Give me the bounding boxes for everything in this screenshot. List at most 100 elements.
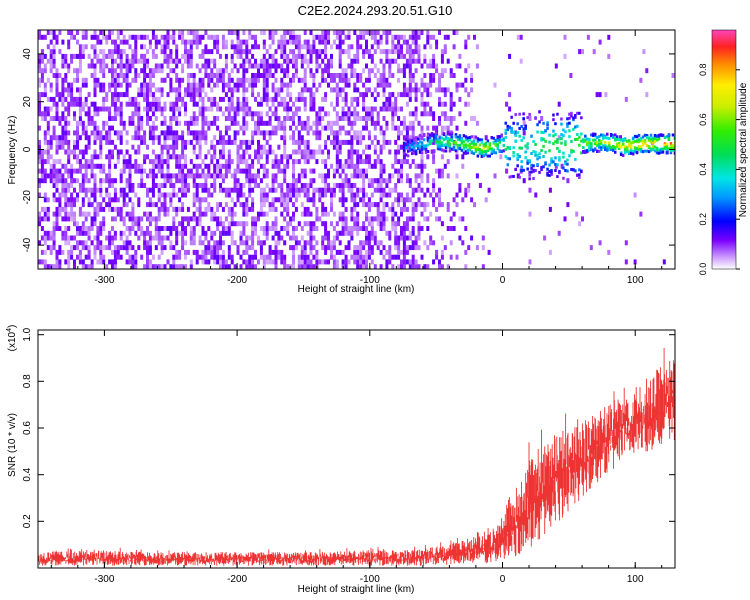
heatmap-cell (236, 149, 240, 155)
heatmap-cell (397, 77, 401, 83)
heatmap-cell (356, 159, 360, 165)
heatmap-cell (309, 53, 313, 59)
heatmap-cell (81, 106, 85, 112)
heatmap-cell (359, 245, 363, 251)
heatmap-cell (362, 259, 366, 265)
heatmap-cell (163, 235, 167, 241)
heatmap-cell (262, 73, 266, 78)
signal-cell (440, 136, 444, 140)
heatmap-cell (297, 49, 301, 55)
heatmap-cell (283, 173, 287, 179)
heatmap-cell (219, 68, 222, 74)
heatmap-cell (370, 178, 374, 184)
heatmap-cell (73, 111, 76, 117)
heatmap-cell (58, 245, 62, 251)
signal-cell (526, 146, 529, 150)
heatmap-cell (306, 120, 310, 126)
heatmap-cell (324, 245, 328, 251)
heatmap-cell (219, 221, 222, 227)
heatmap-cell (321, 173, 325, 179)
heatmap-cell (411, 159, 415, 165)
heatmap-cell (99, 245, 103, 251)
heatmap-cell (388, 149, 392, 155)
signal-cell (554, 156, 557, 160)
heatmap-cell (239, 159, 243, 165)
heatmap-cell (113, 58, 117, 64)
heatmap-cell (595, 92, 599, 98)
heatmap-cell (172, 87, 176, 93)
heatmap-cell (131, 144, 135, 150)
heatmap-cell (134, 73, 138, 78)
heatmap-cell (362, 221, 366, 227)
heatmap-cell (350, 135, 354, 141)
heatmap-cell (350, 44, 354, 50)
heatmap-cell (148, 202, 152, 208)
heatmap-cell (297, 259, 301, 265)
heatmap-cell (353, 254, 357, 260)
heatmap-cell (350, 101, 354, 107)
heatmap-cell (598, 240, 602, 246)
heatmap-cell (221, 230, 225, 236)
heatmap-cell (429, 63, 433, 69)
heatmap-cell (40, 259, 44, 265)
heatmap-cell (405, 135, 409, 141)
heatmap-cell (146, 254, 149, 260)
heatmap-cell (128, 154, 132, 160)
colorbar: 0.00.20.40.60.8 Normalized spectral ampl… (698, 29, 749, 275)
signal-cell (438, 147, 442, 151)
heatmap-cell (119, 120, 123, 126)
heatmap-cell (46, 111, 50, 117)
heatmap-cell (93, 245, 97, 251)
heatmap-cell (111, 149, 114, 155)
heatmap-cell (338, 144, 342, 150)
heatmap-cell (257, 154, 260, 160)
heatmap-cell (408, 120, 412, 126)
heatmap-cell (312, 197, 316, 203)
heatmap-cell (251, 221, 255, 227)
heatmap-cell (219, 163, 222, 169)
heatmap-cell (169, 116, 173, 121)
heatmap-cell (108, 173, 112, 179)
heatmap-cell (312, 168, 316, 174)
heatmap-cell (473, 34, 476, 40)
heatmap-cell (341, 163, 345, 169)
heatmap-cell (216, 159, 220, 165)
heatmap-cell (394, 183, 398, 188)
heatmap-cell (394, 254, 398, 260)
heatmap-cell (303, 39, 307, 45)
signal-cell (478, 138, 482, 142)
signal-cell (410, 152, 414, 156)
heatmap-cell (440, 168, 444, 174)
heatmap-cell (38, 30, 41, 35)
heatmap-cell (528, 211, 532, 217)
heatmap-cell (163, 49, 167, 55)
heatmap-cell (402, 116, 406, 121)
signal-cell (633, 150, 637, 154)
heatmap-cell (233, 221, 237, 227)
heatmap-cell (440, 125, 444, 131)
heatmap-cell (166, 154, 170, 160)
heatmap-cell (268, 187, 272, 193)
heatmap-cell (251, 53, 255, 59)
heatmap-cell (230, 77, 234, 83)
heatmap-cell (186, 216, 190, 222)
heatmap-cell (184, 187, 187, 193)
heatmap-cell (201, 254, 205, 260)
heatmap-cell (408, 63, 412, 69)
heatmap-cell (178, 221, 182, 227)
heatmap-cell (289, 125, 293, 131)
heatmap-cell (338, 63, 342, 69)
heatmap-cell (99, 163, 103, 169)
heatmap-cell (221, 240, 225, 246)
heatmap-cell (230, 216, 234, 222)
heatmap-cell (207, 192, 211, 198)
heatmap-cell (315, 249, 319, 255)
heatmap-cell (137, 58, 141, 64)
signal-cell (542, 155, 545, 159)
heatmap-cell (388, 192, 392, 198)
signal-cell (408, 144, 412, 148)
signal-cell (458, 147, 462, 151)
heatmap-cell (347, 63, 351, 69)
y-tick-label: 0.8 (22, 374, 33, 388)
heatmap-cell (224, 187, 228, 193)
